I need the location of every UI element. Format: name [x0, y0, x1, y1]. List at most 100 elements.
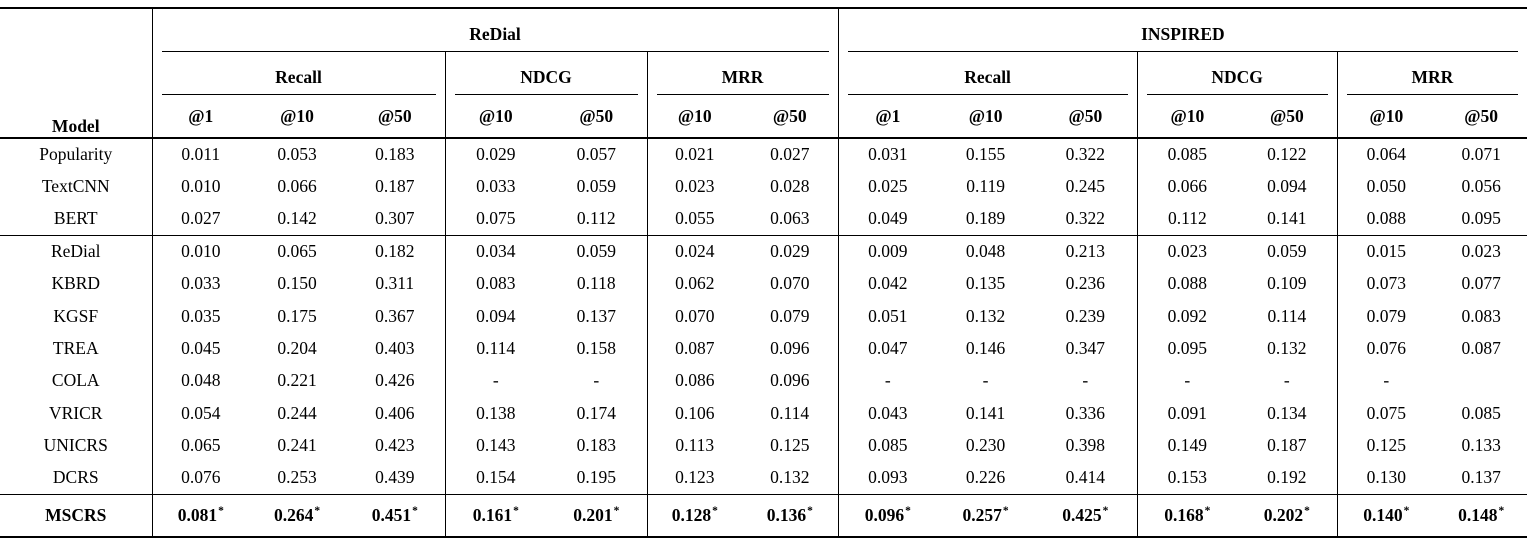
metric-value-cell: 0.033	[444, 170, 546, 203]
metric-value-cell: 0.143	[444, 429, 546, 462]
metric-value-cell: 0.221	[277, 370, 317, 391]
metric-value-cell: 0.347	[1065, 338, 1106, 359]
metric-value-cell: 0.141	[965, 402, 1006, 423]
metric-value-cell: 0.024	[646, 235, 742, 268]
metric-value-cell: 0.086	[646, 364, 742, 398]
at-k-header: @50	[772, 105, 807, 126]
metric-value-cell: 0.149	[1136, 429, 1238, 462]
metric-value-cell: 0.088	[1136, 267, 1238, 300]
metric-value-cell: 0.027	[770, 144, 810, 165]
metric-group-label: Recall	[161, 61, 436, 95]
dataset-header-inspired: INSPIRED	[837, 8, 1527, 52]
significance-asterisk: *	[412, 505, 418, 518]
metric-value-cell: 0.085	[1461, 402, 1501, 423]
metric-group-label: MRR	[656, 61, 829, 95]
metric-value-cell: 0.423	[375, 435, 415, 456]
metric-value-cell: 0.150	[277, 273, 317, 294]
metric-value-cell: 0.148*	[1458, 505, 1505, 526]
table-row: TextCNN 0.010 0.066 0.187 0.033 0.059 0.023 0.0…	[0, 170, 1527, 203]
metric-group-label: Recall	[847, 61, 1128, 95]
model-column-header: Model	[51, 116, 100, 136]
metric-value-cell: 0.045	[151, 332, 249, 365]
metric-value-cell: 0.439	[375, 467, 415, 488]
at-k-header: @50	[1269, 105, 1304, 126]
metric-value-cell: 0.146	[965, 338, 1006, 359]
metric-value-cell: 0.153	[1136, 461, 1238, 495]
table-row: KGSF 0.035 0.175 0.367 0.094 0.137 0.070 0.079 0…	[0, 299, 1527, 333]
significance-asterisk: *	[1102, 505, 1109, 518]
metric-value-cell: 0.094	[1267, 176, 1307, 197]
metric-value-cell: 0.059	[576, 176, 616, 197]
metric-value-cell: 0.132	[770, 467, 810, 488]
metric-value-cell: 0.132	[1267, 338, 1307, 359]
metric-value-cell: 0.204	[277, 338, 317, 359]
model-name-cell: KGSF	[53, 305, 99, 326]
metric-value-cell: 0.241	[277, 435, 317, 456]
metric-value-cell: 0.192	[1267, 467, 1307, 488]
metric-value-cell: 0.137	[576, 305, 616, 326]
table-row: TREA 0.045 0.204 0.403 0.114 0.158 0.087 0.096 0…	[0, 332, 1527, 365]
model-name-cell: COLA	[51, 370, 100, 391]
metric-value-cell: 0.106	[646, 397, 742, 430]
metric-value-cell: 0.257*	[962, 505, 1009, 526]
metric-value-cell: 0.130	[1336, 461, 1436, 495]
metric-value-cell: 0.070	[646, 299, 742, 333]
table-row: MSCRS 0.081* 0.264* 0.451* 0.161* 0.201* 0.128…	[0, 494, 1527, 538]
model-name-cell: MSCRS	[45, 505, 107, 526]
metric-value-cell: 0.009	[837, 235, 938, 268]
metric-value-cell: 0.029	[770, 241, 810, 262]
metric-value-cell: 0.011	[151, 138, 249, 171]
metric-value-cell: 0.093	[837, 461, 938, 495]
metric-value-cell: 0.043	[837, 397, 938, 430]
model-name-cell: TREA	[52, 338, 99, 359]
table-row: COLA 0.048 0.221 0.426 - - 0.086 0.096 - - - - - -	[0, 364, 1527, 398]
metric-value-cell: -	[1082, 370, 1089, 391]
metric-value-cell: -	[444, 364, 546, 398]
metric-value-cell: 0.087	[1461, 338, 1501, 359]
metric-value-cell: 0.027	[151, 202, 249, 236]
model-name-cell: KBRD	[51, 273, 101, 294]
metric-value-cell: 0.071	[1461, 144, 1501, 165]
metric-value-cell: 0.118	[576, 273, 616, 294]
dataset-header-inspired-label: INSPIRED	[847, 18, 1519, 52]
at-k-header: @10	[280, 105, 314, 126]
significance-asterisk: *	[513, 505, 519, 518]
metric-value-cell: 0.025	[837, 170, 938, 203]
metric-value-cell: 0.056	[1461, 176, 1501, 197]
metric-value-cell: 0.183	[576, 435, 616, 456]
significance-asterisk: *	[905, 505, 911, 518]
metric-value-cell: 0.135	[965, 273, 1006, 294]
metric-value-cell: 0.161*	[444, 494, 546, 538]
metric-value-cell: 0.414	[1065, 467, 1106, 488]
metric-value-cell: 0.187	[375, 176, 415, 197]
metric-group-header-ndcg-inspired: NDCG	[1136, 52, 1338, 95]
metric-group-label: MRR	[1346, 61, 1519, 95]
metric-value-cell: 0.083	[1461, 305, 1501, 326]
metric-value-cell: 0.096*	[837, 494, 938, 538]
metric-value-cell: 0.051	[837, 299, 938, 333]
metric-value-cell: 0.226	[965, 467, 1006, 488]
metric-value-cell: -	[982, 370, 989, 391]
metric-value-cell: 0.042	[837, 267, 938, 300]
metric-value-cell: 0.367	[375, 305, 415, 326]
metric-value-cell: 0.096	[770, 338, 810, 359]
metric-group-header-ndcg-redial: NDCG	[444, 52, 647, 95]
table-row: VRICR 0.054 0.244 0.406 0.138 0.174 0.106 0.114…	[0, 397, 1527, 430]
metric-value-cell: 0.059	[576, 241, 616, 262]
metric-value-cell: 0.096	[770, 370, 810, 391]
at-k-header: @50	[579, 105, 614, 126]
metric-value-cell: 0.028	[770, 176, 810, 197]
metric-value-cell: 0.158	[576, 338, 616, 359]
significance-asterisk: *	[1403, 505, 1410, 518]
metric-value-cell: 0.070	[770, 273, 810, 294]
at-k-header: @50	[377, 105, 412, 126]
metric-value-cell: 0.076	[151, 461, 249, 495]
metric-value-cell: 0.201*	[573, 505, 620, 526]
metric-value-cell: 0.085	[837, 429, 938, 462]
metric-value-cell: 0.109	[1267, 273, 1307, 294]
metric-value-cell: 0.398	[1065, 435, 1106, 456]
metric-value-cell: 0.132	[965, 305, 1006, 326]
metric-value-cell: 0.021	[646, 138, 742, 171]
metric-value-cell: 0.245	[1065, 176, 1106, 197]
